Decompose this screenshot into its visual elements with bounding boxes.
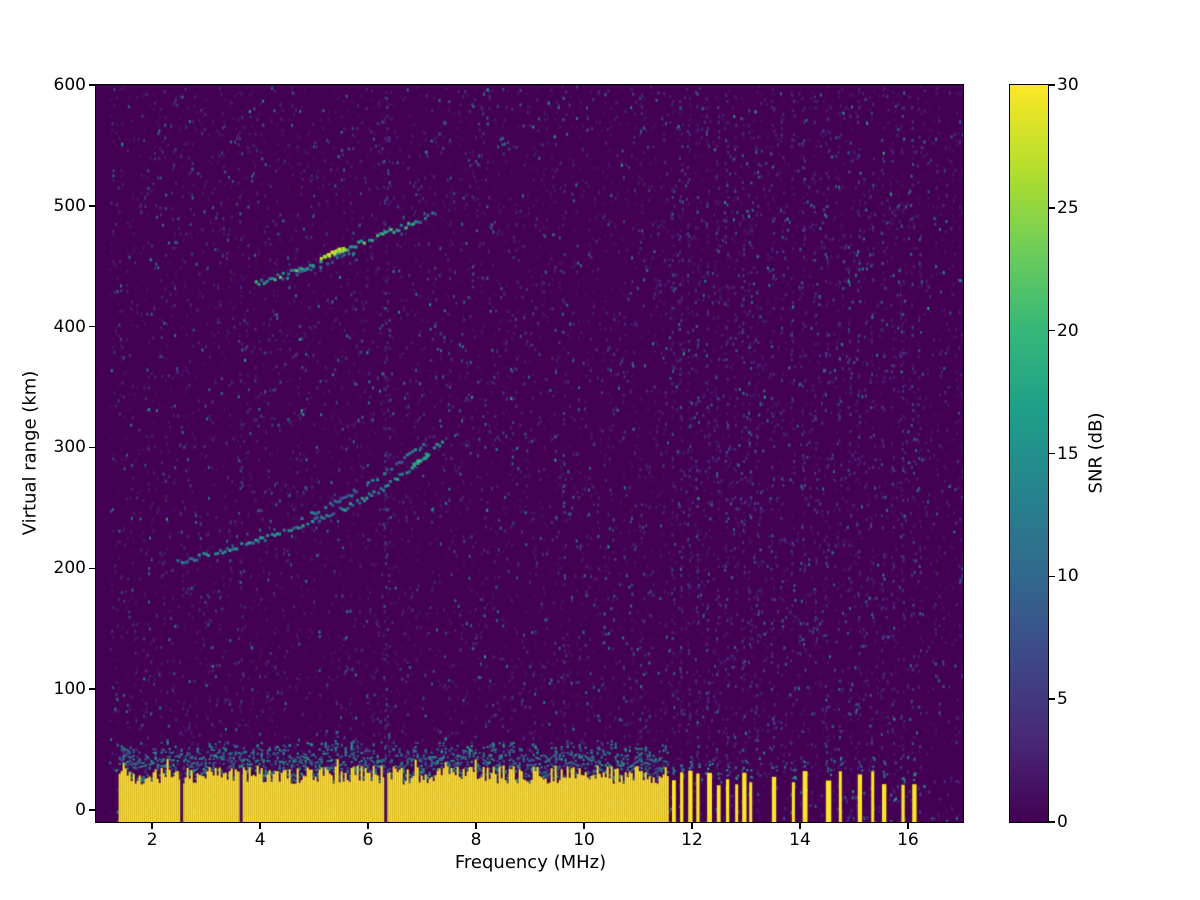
y-tick-mark — [89, 446, 95, 449]
colorbar-tick-mark — [1049, 821, 1055, 823]
colorbar-tick-label: 0 — [1057, 812, 1068, 832]
x-tick-mark — [907, 823, 909, 829]
colorbar-tick-mark — [1049, 207, 1055, 209]
colorbar-tick-label: 10 — [1057, 566, 1079, 587]
colorbar-tick-label: 30 — [1057, 75, 1079, 95]
x-tick-label: 4 — [254, 830, 266, 850]
x-tick-mark — [691, 823, 693, 829]
colorbar-label: SNR (dB) — [1085, 412, 1107, 494]
x-tick-mark — [367, 823, 369, 829]
x-tick-label: 12 — [681, 830, 703, 850]
x-tick-label: 10 — [573, 830, 595, 850]
x-tick-label: 8 — [470, 830, 482, 850]
y-tick-mark — [89, 325, 95, 328]
y-tick-label: 100 — [53, 679, 86, 700]
ionogram-heatmap-canvas — [96, 85, 963, 822]
y-tick-label: 600 — [53, 75, 86, 95]
y-axis-label: Virtual range (km) — [19, 370, 41, 536]
x-tick-label: 2 — [146, 830, 158, 850]
x-tick-mark — [151, 823, 153, 829]
colorbar-gradient — [1010, 85, 1048, 822]
colorbar-tick-mark — [1049, 84, 1055, 86]
colorbar-tick-mark — [1049, 329, 1055, 332]
colorbar-tick-mark — [1049, 452, 1055, 455]
y-tick-label: 0 — [75, 799, 86, 820]
y-tick-mark — [89, 809, 95, 811]
x-tick-mark — [583, 823, 585, 829]
colorbar-tick-label: 15 — [1057, 443, 1079, 464]
colorbar-tick-label: 20 — [1057, 320, 1079, 341]
y-tick-label: 300 — [53, 437, 86, 458]
colorbar-tick-label: 5 — [1057, 689, 1068, 710]
colorbar-tick-label: 25 — [1057, 197, 1079, 218]
x-tick-label: 16 — [897, 830, 919, 850]
y-tick-mark — [89, 205, 95, 207]
y-tick-mark — [89, 567, 95, 570]
x-tick-mark — [475, 823, 477, 829]
x-tick-mark — [259, 823, 261, 829]
y-tick-label: 500 — [53, 195, 86, 216]
x-axis-label: Frequency (MHz) — [454, 852, 607, 873]
y-tick-label: 400 — [53, 316, 86, 337]
colorbar-tick-mark — [1049, 698, 1055, 700]
x-tick-mark — [799, 823, 801, 829]
x-tick-label: 14 — [789, 830, 811, 850]
colorbar-tick-mark — [1049, 575, 1055, 578]
y-tick-mark — [89, 84, 95, 86]
y-tick-label: 200 — [53, 558, 86, 579]
x-tick-label: 6 — [362, 830, 374, 850]
y-tick-mark — [89, 688, 95, 690]
